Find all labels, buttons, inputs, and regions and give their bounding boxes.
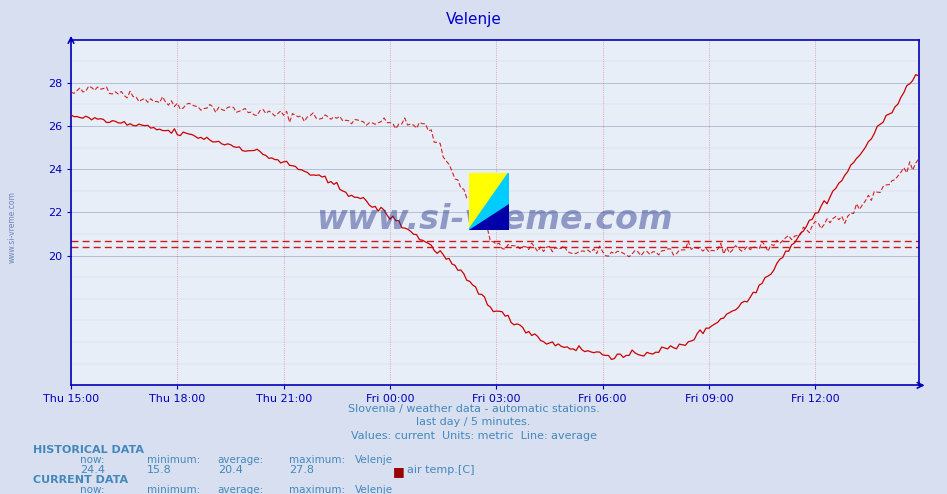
Text: Slovenia / weather data - automatic stations.: Slovenia / weather data - automatic stat… xyxy=(348,404,599,413)
Text: last day / 5 minutes.: last day / 5 minutes. xyxy=(417,417,530,427)
Text: Velenje: Velenje xyxy=(445,12,502,27)
Text: ■: ■ xyxy=(393,465,404,478)
Text: minimum:: minimum: xyxy=(147,485,200,494)
Text: now:: now: xyxy=(80,485,105,494)
Text: now:: now: xyxy=(80,455,105,465)
Text: Velenje: Velenje xyxy=(355,455,393,465)
Text: Values: current  Units: metric  Line: average: Values: current Units: metric Line: aver… xyxy=(350,431,597,441)
Text: www.si-vreme.com: www.si-vreme.com xyxy=(316,203,673,236)
Text: 15.8: 15.8 xyxy=(147,465,171,475)
Text: HISTORICAL DATA: HISTORICAL DATA xyxy=(33,445,144,454)
Text: minimum:: minimum: xyxy=(147,455,200,465)
Text: 20.4: 20.4 xyxy=(218,465,242,475)
Text: maximum:: maximum: xyxy=(289,455,345,465)
Text: air temp.[C]: air temp.[C] xyxy=(407,465,474,475)
Text: maximum:: maximum: xyxy=(289,485,345,494)
Text: CURRENT DATA: CURRENT DATA xyxy=(33,475,128,485)
Text: Velenje: Velenje xyxy=(355,485,393,494)
Text: 24.4: 24.4 xyxy=(80,465,105,475)
Polygon shape xyxy=(469,173,509,230)
Text: average:: average: xyxy=(218,485,264,494)
Polygon shape xyxy=(469,173,509,230)
Text: 27.8: 27.8 xyxy=(289,465,313,475)
Polygon shape xyxy=(469,204,509,230)
Text: www.si-vreme.com: www.si-vreme.com xyxy=(8,191,17,263)
Text: average:: average: xyxy=(218,455,264,465)
